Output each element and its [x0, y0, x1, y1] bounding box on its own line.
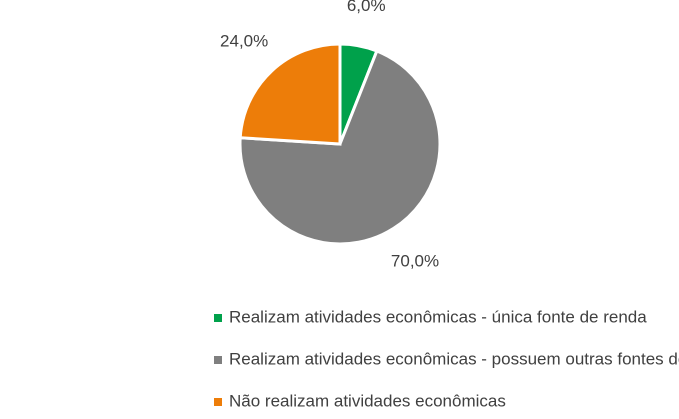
data-label: 24,0% — [220, 31, 268, 50]
data-label: 6,0% — [347, 0, 386, 15]
legend-swatch — [214, 398, 222, 406]
data-label: 70,0% — [391, 252, 439, 271]
legend-label: Realizam atividades econômicas - possuem… — [229, 349, 679, 368]
legend-label: Não realizam atividades econômicas — [229, 391, 506, 410]
legend-swatch — [214, 356, 222, 364]
pie-slice — [238, 49, 442, 246]
pie-slice — [238, 42, 342, 146]
legend-swatch — [214, 314, 222, 322]
legend-label: Realizam atividades econômicas - única f… — [229, 307, 647, 326]
